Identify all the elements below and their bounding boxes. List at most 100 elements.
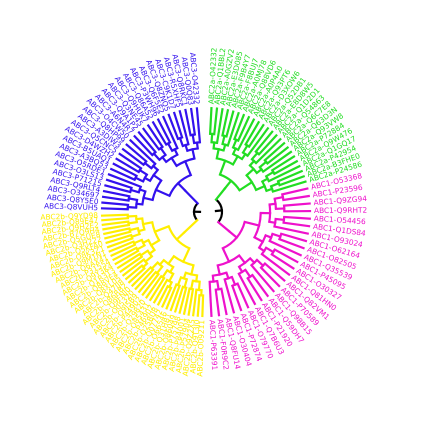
tree-branch	[162, 288, 171, 307]
tree-branch-arc	[153, 181, 162, 200]
tree-branch	[239, 256, 245, 263]
tree-branch	[185, 190, 198, 203]
tree-branch	[172, 158, 177, 166]
tree-branch	[220, 161, 225, 175]
tree-branch	[261, 268, 279, 286]
tree-branch	[233, 140, 236, 148]
tree-branch-arc	[225, 277, 232, 279]
tree-branch	[210, 108, 211, 134]
tree-branch	[192, 149, 194, 158]
tree-branch	[218, 265, 220, 274]
tree-branch	[217, 281, 218, 289]
tree-branch	[198, 295, 200, 315]
tree-branch	[248, 278, 262, 300]
tree-branch	[129, 198, 137, 199]
tree-branch	[284, 217, 310, 219]
tree-branch	[102, 215, 128, 216]
tree-branch	[168, 256, 173, 264]
tree-branch	[256, 186, 265, 190]
tree-branch	[282, 189, 307, 195]
tree-branch	[240, 182, 252, 190]
tree-branch	[202, 295, 203, 315]
tree-branch	[185, 110, 190, 135]
tree-branch-arc	[269, 204, 270, 221]
tree-branch	[232, 277, 235, 285]
tree-branch	[216, 290, 219, 315]
tree-branches	[102, 108, 310, 316]
tree-branch	[284, 204, 310, 206]
tree-branch	[111, 169, 134, 180]
tree-branch	[152, 263, 158, 269]
tree-branch-arc	[142, 218, 144, 229]
tree-branch	[284, 223, 309, 227]
tree-branch	[102, 208, 128, 209]
tree-branch	[214, 109, 217, 135]
tree-branch	[275, 197, 283, 199]
tree-branch	[247, 169, 254, 175]
tree-branch-arc	[136, 200, 137, 208]
tree-branch-arc	[150, 170, 158, 181]
tree-branch	[144, 198, 153, 200]
tree-branch	[168, 143, 172, 150]
leaf-label: ABC1-P63391	[208, 320, 220, 371]
tree-branch	[180, 138, 183, 146]
tree-branch	[141, 251, 148, 256]
tree-branch	[225, 181, 231, 189]
tree-branch	[283, 196, 308, 200]
tree-branch-arc	[214, 148, 224, 150]
tree-branch	[217, 109, 222, 143]
tree-branch	[183, 248, 189, 261]
tree-branch-arc	[274, 219, 275, 227]
tree-branch	[243, 146, 247, 153]
tree-branch	[210, 282, 212, 316]
tree-branch	[191, 265, 193, 274]
tree-branch	[254, 237, 262, 241]
tree-branch	[184, 220, 197, 232]
tree-branch	[257, 260, 263, 266]
tree-branch	[143, 222, 152, 224]
tree-branch	[136, 178, 143, 182]
tree-branch	[216, 210, 222, 211]
tree-branch	[271, 183, 279, 186]
tree-branch	[131, 190, 139, 192]
tree-branch	[154, 175, 162, 180]
tree-branch	[245, 222, 259, 226]
tree-branch-arc	[164, 260, 173, 267]
tree-branch	[137, 245, 144, 249]
tree-branch	[216, 189, 225, 200]
tree-branch	[145, 163, 151, 168]
tree-branch	[270, 241, 301, 255]
tree-branch	[260, 162, 266, 167]
tree-branch	[178, 183, 185, 190]
tree-branch	[128, 207, 136, 208]
tree-branch	[212, 134, 213, 142]
tree-branch	[163, 270, 168, 277]
tree-branch	[178, 277, 181, 285]
tree-branch	[129, 222, 137, 223]
tree-branch	[252, 153, 257, 159]
tree-branch	[274, 227, 307, 234]
tree-branch	[156, 190, 170, 196]
tree-branch	[155, 226, 169, 231]
tree-branch-arc	[210, 281, 218, 282]
tree-branch	[245, 270, 250, 277]
tree-branch	[161, 148, 166, 155]
tree-branch	[197, 108, 200, 142]
tree-branch	[191, 281, 193, 289]
tree-branch	[266, 172, 273, 176]
tree-branch	[103, 197, 128, 201]
tree-branch-arc	[174, 256, 194, 265]
tree-branch-arc	[247, 175, 256, 190]
tree-branch	[218, 222, 229, 231]
tree-branch	[193, 135, 194, 143]
tree-branch	[193, 290, 196, 315]
tree-branch-arc	[187, 148, 197, 150]
tree-branch	[102, 203, 128, 205]
tree-branch	[177, 233, 184, 240]
tree-branch	[281, 234, 306, 241]
tree-branch	[169, 274, 173, 281]
tree-branch	[140, 170, 147, 174]
tree-branch	[229, 231, 237, 237]
tree-branch	[134, 240, 142, 243]
